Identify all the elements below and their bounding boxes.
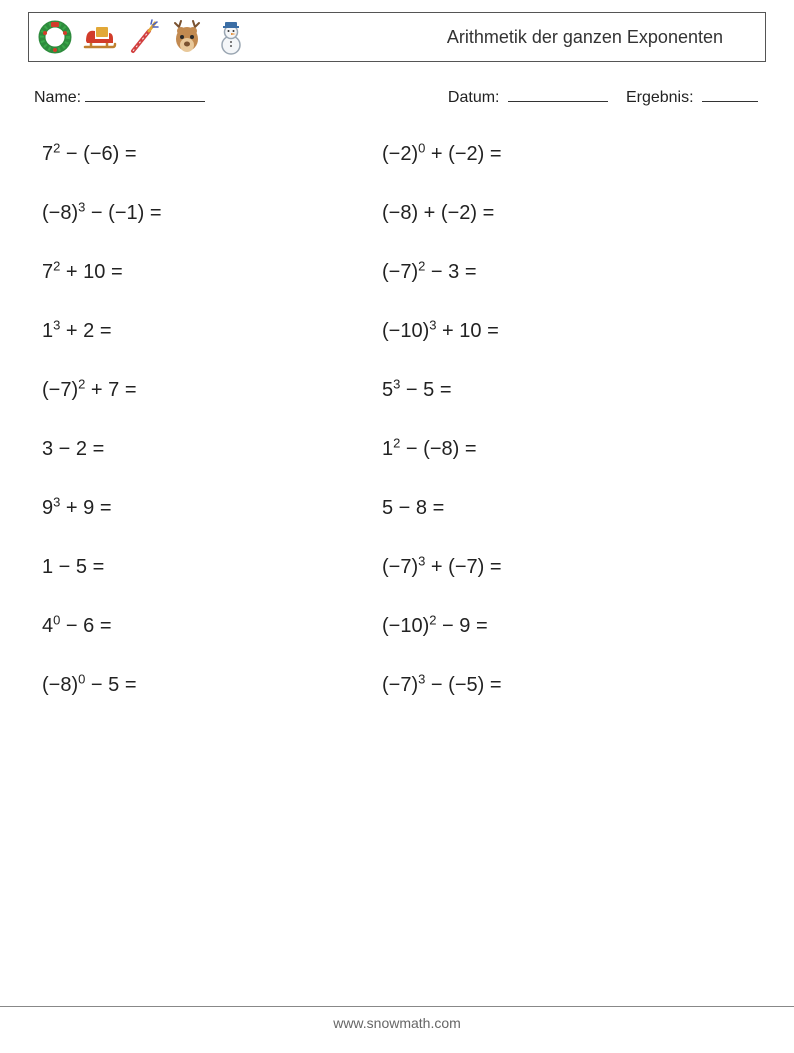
problem: 1 − 5 =: [42, 556, 382, 579]
header-icon-row: [37, 19, 249, 55]
problem: 72 + 10 =: [42, 261, 382, 284]
header-box: Arithmetik der ganzen Exponenten: [28, 12, 766, 62]
result-blank[interactable]: [702, 88, 758, 102]
meta-name: Name:: [34, 88, 205, 107]
name-label: Name:: [34, 89, 81, 107]
name-blank[interactable]: [85, 88, 205, 102]
problem: (−7)2 + 7 =: [42, 379, 382, 402]
footer-text: www.snowmath.com: [333, 1015, 461, 1031]
problem: (−8)3 − (−1) =: [42, 202, 382, 225]
meta-row: Name: Datum: Ergebnis:: [28, 88, 766, 107]
problem: (−7)3 + (−7) =: [382, 556, 722, 579]
footer: www.snowmath.com: [0, 1006, 794, 1031]
problem: (−7)2 − 3 =: [382, 261, 722, 284]
wreath-icon: [37, 19, 73, 55]
problem: 3 − 2 =: [42, 438, 382, 461]
problem: 40 − 6 =: [42, 615, 382, 638]
problems-grid: 72 − (−6) =(−2)0 + (−2) =(−8)3 − (−1) =(…: [28, 143, 766, 697]
problem: (−10)3 + 10 =: [382, 320, 722, 343]
meta-result: Ergebnis:: [626, 88, 758, 107]
problem: 13 + 2 =: [42, 320, 382, 343]
reindeer-icon: [169, 19, 205, 55]
problem: 12 − (−8) =: [382, 438, 722, 461]
sleigh-icon: [81, 19, 117, 55]
page-title: Arithmetik der ganzen Exponenten: [447, 27, 751, 48]
problem: (−8) + (−2) =: [382, 202, 722, 225]
problem: (−2)0 + (−2) =: [382, 143, 722, 166]
result-label: Ergebnis:: [626, 89, 694, 106]
problem: 93 + 9 =: [42, 497, 382, 520]
problem: 72 − (−6) =: [42, 143, 382, 166]
date-blank[interactable]: [508, 88, 608, 102]
problem: (−7)3 − (−5) =: [382, 674, 722, 697]
meta-date: Datum:: [448, 88, 608, 107]
problem: 5 − 8 =: [382, 497, 722, 520]
date-label: Datum:: [448, 89, 500, 106]
snowman-icon: [213, 19, 249, 55]
problem: 53 − 5 =: [382, 379, 722, 402]
problem: (−10)2 − 9 =: [382, 615, 722, 638]
firework-icon: [125, 19, 161, 55]
problem: (−8)0 − 5 =: [42, 674, 382, 697]
